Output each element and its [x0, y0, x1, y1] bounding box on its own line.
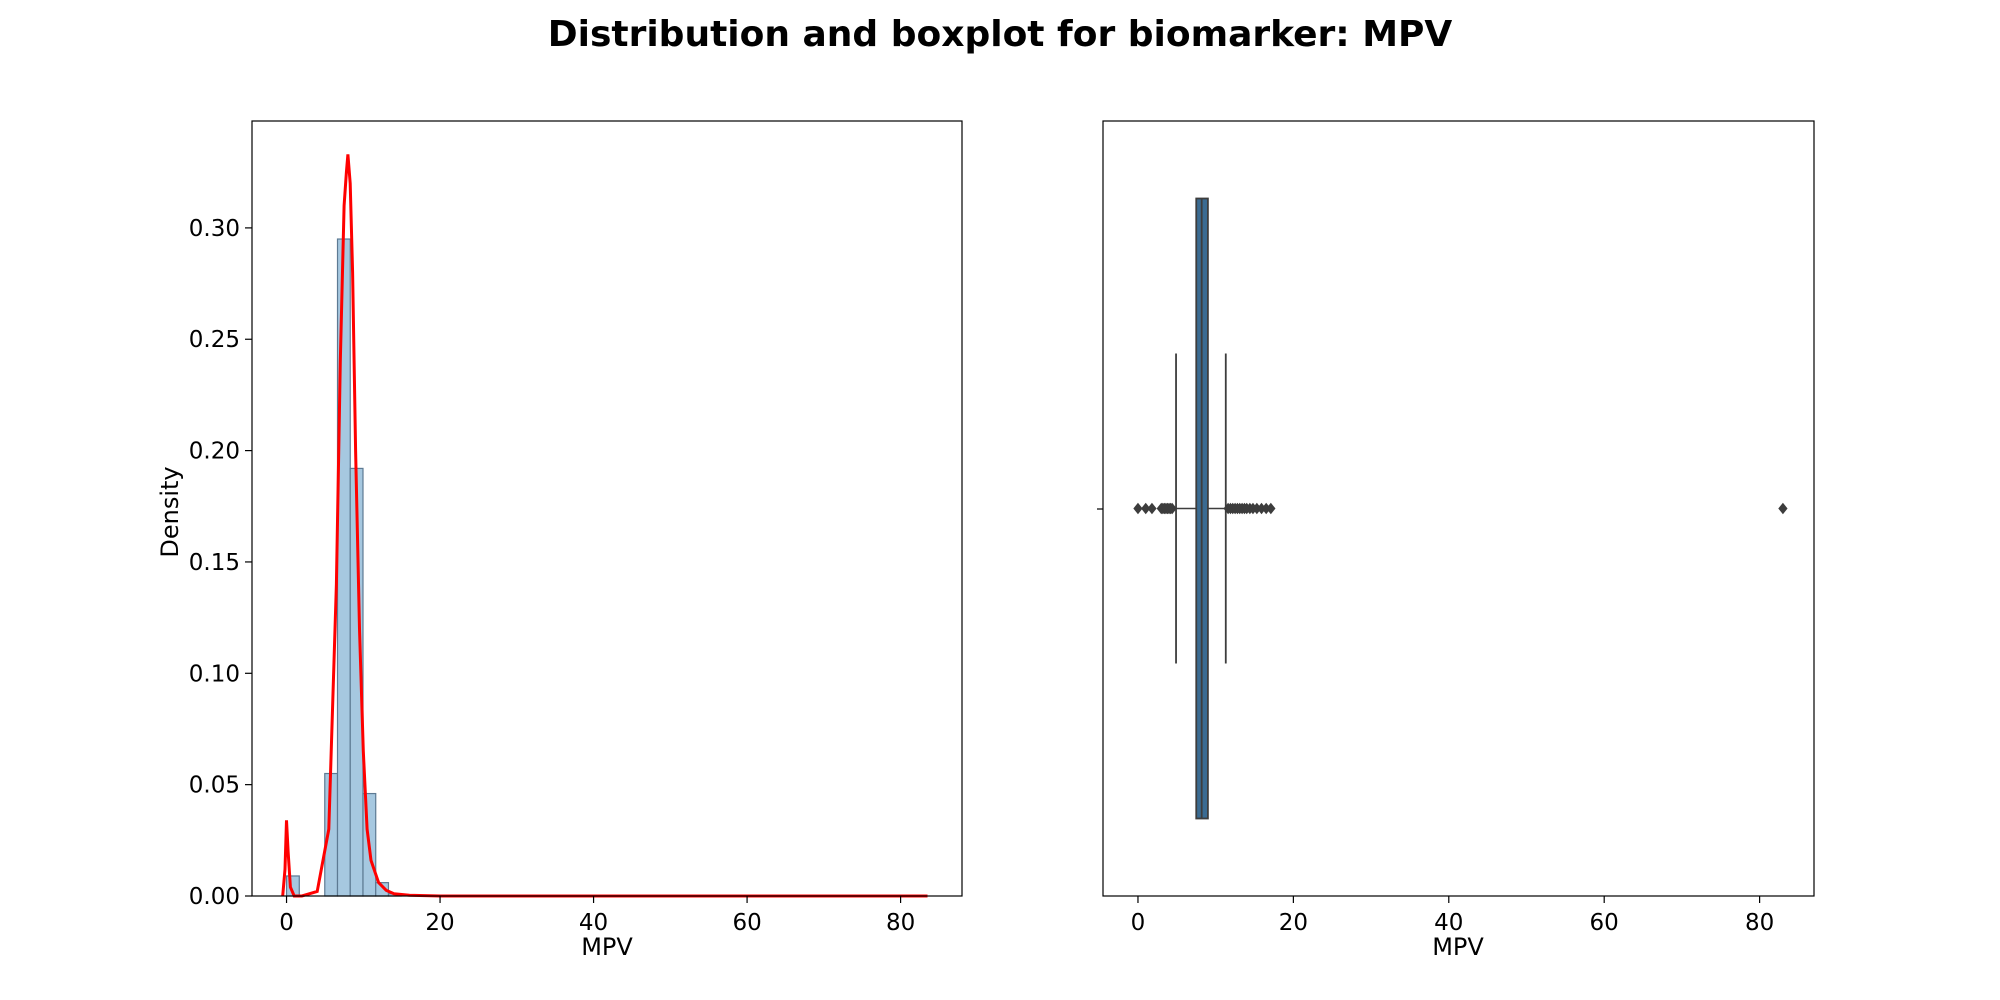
histogram-bars — [285, 238, 402, 897]
histogram-y-tick-label: 0.25 — [189, 327, 240, 353]
histogram-plot: 0 20 40 60 80 0.00 0.05 0.10 0.15 0.20 0.25 0.30 M… — [156, 120, 963, 961]
boxplot-elements — [1175, 197, 1227, 820]
boxplot-x-tick-label: 0 — [1131, 910, 1146, 936]
boxplot-x-ticks: 0 20 40 60 80 — [1131, 896, 1774, 936]
boxplot-x-tick-label: 20 — [1279, 910, 1308, 936]
histogram-x-tick-label: 20 — [425, 910, 454, 936]
boxplot-outlier — [1266, 502, 1276, 515]
figure-title: Distribution and boxplot for biomarker: … — [548, 14, 1453, 55]
histogram-y-tick-label: 0.10 — [189, 661, 240, 687]
histogram-x-tick-label: 60 — [732, 910, 761, 936]
boxplot-plot: 0 20 40 60 80 MPV — [1097, 120, 1815, 961]
boxplot-outlier — [1167, 502, 1177, 515]
histogram-y-tick-label: 0.15 — [189, 550, 240, 576]
boxplot-outlier — [1133, 502, 1143, 515]
histogram-y-tick-label: 0.05 — [189, 773, 240, 799]
histogram-y-ticks: 0.00 0.05 0.10 0.15 0.20 0.25 0.30 — [189, 216, 252, 910]
boxplot-x-tick-label: 40 — [1434, 910, 1463, 936]
histogram-y-tick-label: 0.30 — [189, 216, 240, 242]
histogram-x-tick-label: 40 — [579, 910, 608, 936]
histogram-y-tick-label: 0.20 — [189, 439, 240, 465]
histogram-x-axis-label: MPV — [581, 933, 633, 961]
boxplot-x-tick-label: 80 — [1745, 910, 1774, 936]
histogram-x-tick-label: 0 — [279, 910, 294, 936]
boxplot-x-axis-label: MPV — [1432, 933, 1484, 961]
histogram-y-axis-label: Density — [156, 466, 184, 557]
histogram-axes-frame — [251, 120, 963, 897]
boxplot-outliers — [1133, 502, 1788, 515]
boxplot-x-tick-label: 60 — [1590, 910, 1619, 936]
histogram-x-tick-label: 80 — [886, 910, 915, 936]
boxplot-outlier — [1147, 502, 1157, 515]
boxplot-outlier — [1141, 502, 1151, 515]
histogram-y-tick-label: 0.00 — [189, 884, 240, 910]
kde-curve — [281, 154, 928, 898]
boxplot-outlier — [1778, 502, 1788, 515]
histogram-x-ticks: 0 20 40 60 80 — [279, 896, 915, 936]
